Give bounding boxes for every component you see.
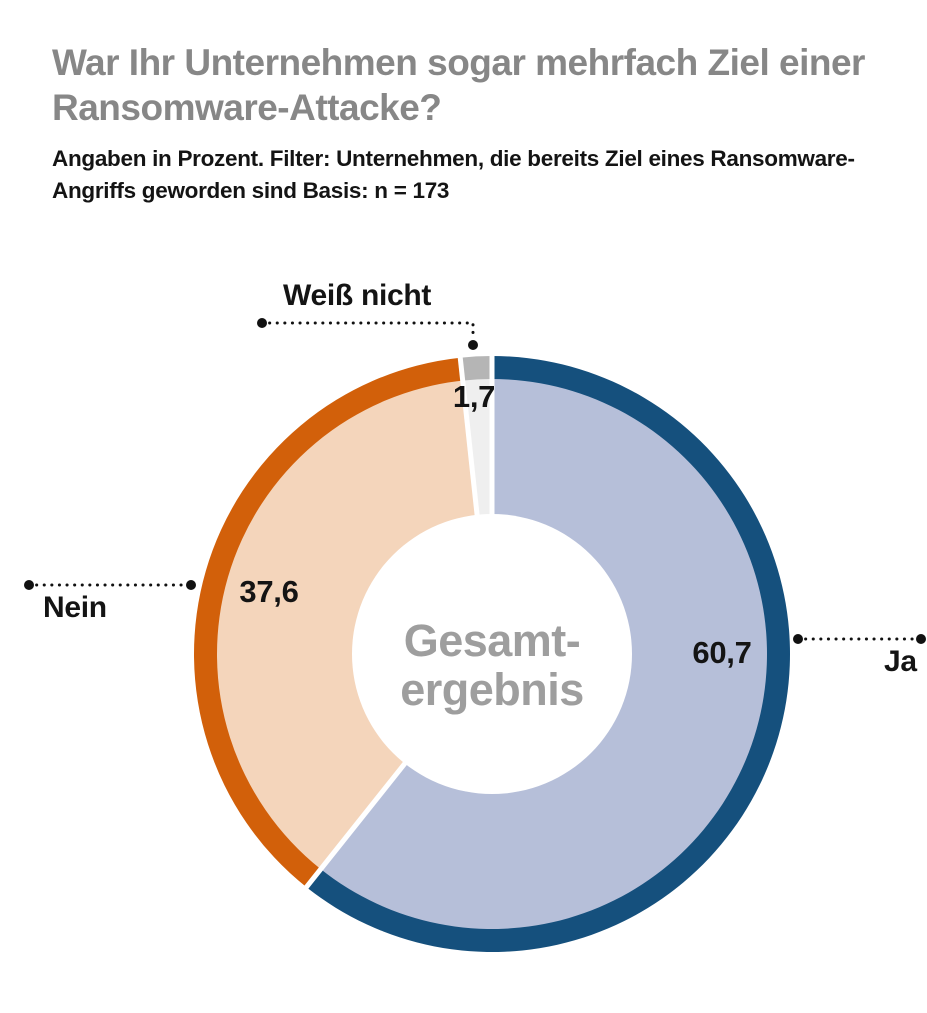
leader-weiss-nicht-dot (257, 318, 267, 328)
slice-value-ja: 60,7 (692, 635, 752, 670)
leader-nein-dot (24, 580, 34, 590)
slice-label-weiss-nicht: Weiß nicht (283, 279, 432, 312)
subtitle-line-1: Angaben in Prozent. Filter: Unternehmen,… (52, 146, 855, 171)
subtitle-line-2: Angriffs geworden sind Basis: n = 173 (52, 178, 450, 203)
donut-hole (352, 514, 632, 794)
slice-fill-nein (217, 380, 492, 870)
donut-center-label-line-1: Gesamt- (403, 615, 581, 666)
page-title: War Ihr Unternehmen sogar mehrfach Ziel … (52, 40, 865, 130)
leader-weiss-nicht-dot (468, 340, 478, 350)
leader-nein-dot (186, 580, 196, 590)
leader-ja-dot (793, 634, 803, 644)
slice-label-nein: Nein (43, 591, 107, 624)
donut-center-label-line-2: ergebnis (400, 664, 584, 715)
slice-label-ja: Ja (884, 645, 917, 678)
slice-value-nein: 37,6 (239, 574, 299, 609)
leader-ja-dot (916, 634, 926, 644)
page-title-line-2: Ransomware-Attacke? (52, 87, 442, 128)
subtitle: Angaben in Prozent. Filter: Unternehmen,… (52, 143, 855, 207)
page-title-line-1: War Ihr Unternehmen sogar mehrfach Ziel … (52, 42, 865, 83)
leader-weiss-nicht-line (260, 321, 475, 340)
slice-value-weiss-nicht: 1,7 (452, 379, 496, 414)
donut-center-label: Gesamt- ergebnis (342, 616, 642, 714)
